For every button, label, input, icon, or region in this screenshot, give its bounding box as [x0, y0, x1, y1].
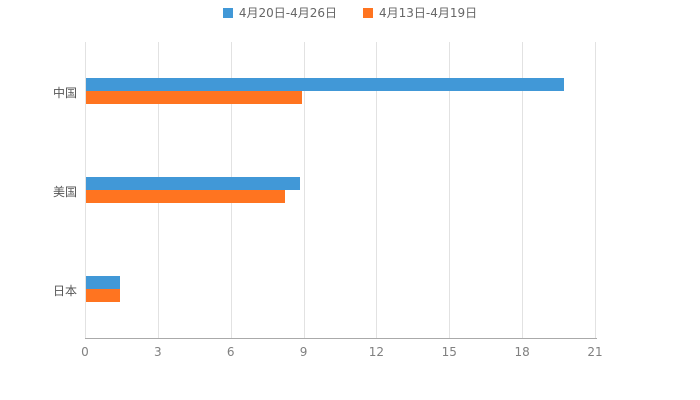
legend-marker-icon	[222, 8, 233, 18]
plot-area	[85, 42, 596, 338]
x-tick-label: 0	[81, 345, 89, 359]
bar-美国-series-0	[86, 177, 300, 190]
x-tick-label: 3	[154, 345, 162, 359]
gridline	[522, 42, 524, 338]
legend-label: 4月20日-4月26日	[238, 6, 337, 20]
legend-item-series-1[interactable]: 4月13日-4月19日	[363, 6, 477, 20]
x-axis-line	[85, 338, 597, 339]
x-tick-label: 9	[299, 345, 308, 359]
gridline	[303, 42, 305, 338]
legend-item-series-0[interactable]: 4月20日-4月26日	[222, 6, 337, 20]
legend-label: 4月13日-4月19日	[379, 6, 478, 20]
category-label: 美国	[52, 185, 77, 199]
bar-日本-series-1	[86, 288, 120, 302]
gridline	[85, 42, 86, 338]
x-tick-label: 6	[226, 345, 235, 359]
gridline	[449, 42, 451, 338]
gridline	[595, 42, 596, 338]
chart-legend: 4月20日-4月26日 4月13日-4月19日	[0, 6, 700, 20]
category-label: 中国	[52, 86, 77, 101]
bar-日本-series-0	[86, 275, 120, 289]
bar-中国-series-0	[86, 78, 565, 92]
x-tick-label: 21	[587, 345, 603, 359]
legend-marker-icon	[363, 8, 373, 18]
gridline	[376, 42, 378, 338]
x-tick-label: 18	[514, 345, 530, 359]
category-label: 日本	[52, 283, 77, 298]
x-tick-label: 12	[368, 345, 385, 359]
x-tick-label: 15	[441, 345, 457, 359]
bar-中国-series-1	[86, 91, 303, 105]
bar-美国-series-1	[86, 190, 286, 203]
